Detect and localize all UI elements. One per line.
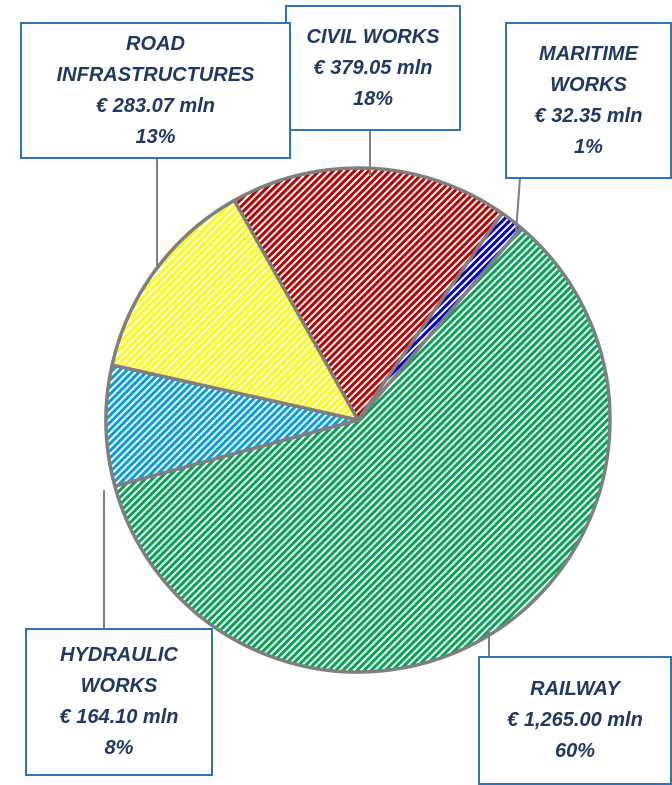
category-label: RAILWAY — [530, 678, 620, 700]
data-label-box: ROAD INFRASTRUCTURES € 283.07 mln 13% — [20, 22, 291, 159]
leader-lines — [103, 130, 521, 656]
percent-label: 60% — [554, 740, 596, 762]
data-label-box: HYDRAULIC WORKS € 164.10 mln 8% — [25, 628, 213, 776]
pie-slice — [110, 198, 360, 422]
value-label: € 164.10 mln — [59, 706, 179, 728]
category-label: HYDRAULIC WORKS — [60, 644, 178, 697]
pie-slice — [113, 226, 612, 674]
percent-label: 13% — [135, 125, 176, 148]
pie — [104, 166, 612, 674]
percent-label: 8% — [104, 737, 134, 759]
leader-line — [515, 177, 521, 233]
percent-label: 18% — [352, 87, 394, 110]
value-label: € 283.07 mln — [96, 94, 215, 117]
category-label: CIVIL WORKS — [306, 25, 440, 48]
data-label-box: RAILWAY € 1,265.00 mln 60% — [478, 656, 672, 785]
value-label: € 1,265.00 mln — [507, 709, 643, 731]
data-label-box: CIVIL WORKS € 379.05 mln 18% — [285, 5, 461, 131]
value-label: € 379.05 mln — [313, 56, 433, 79]
category-label: ROAD INFRASTRUCTURES — [56, 32, 255, 86]
category-label: MARITIME WORKS — [539, 42, 638, 96]
percent-label: 1% — [574, 135, 603, 158]
value-label: € 32.35 mln — [534, 104, 643, 127]
data-label-box: MARITIME WORKS € 32.35 mln 1% — [505, 22, 672, 179]
pie-slice — [104, 363, 360, 488]
